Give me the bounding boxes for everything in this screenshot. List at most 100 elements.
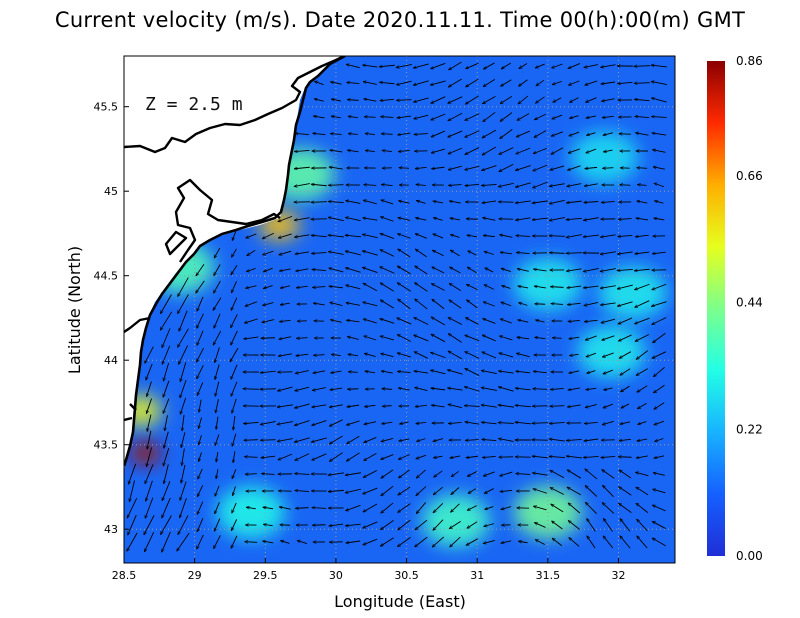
velocity-arrow	[634, 269, 650, 271]
velocity-arrow	[415, 536, 428, 547]
velocity-arrow	[295, 508, 309, 509]
velocity-arrow	[637, 402, 647, 408]
velocity-arrow	[451, 503, 460, 512]
velocity-arrow	[214, 518, 221, 532]
velocity-arrow	[363, 218, 378, 221]
velocity-arrow	[415, 234, 427, 239]
velocity-arrow	[552, 80, 562, 84]
velocity-arrow	[415, 387, 428, 391]
velocity-arrow	[214, 535, 221, 548]
velocity-arrow	[465, 422, 480, 425]
velocity-arrow	[619, 503, 632, 514]
velocity-arrow	[231, 519, 238, 530]
velocity-arrow	[603, 519, 613, 532]
velocity-arrow	[346, 504, 361, 510]
velocity-arrow	[466, 456, 478, 457]
velocity-arrow	[553, 97, 562, 102]
velocity-arrow	[294, 474, 310, 475]
velocity-arrow	[567, 404, 581, 407]
y-tick-label: 43	[104, 523, 118, 536]
velocity-arrow	[347, 404, 360, 407]
velocity-arrow	[398, 218, 411, 221]
velocity-arrow	[583, 456, 599, 457]
velocity-arrow	[600, 268, 616, 272]
velocity-arrow	[655, 438, 664, 441]
velocity-arrow	[348, 354, 359, 355]
velocity-arrow	[363, 503, 378, 512]
velocity-arrow	[182, 415, 185, 431]
velocity-arrow	[634, 83, 650, 84]
colorbar-tick-label: 0.44	[736, 296, 763, 310]
velocity-arrow	[346, 64, 360, 69]
velocity-arrow	[162, 481, 171, 500]
velocity-arrow	[145, 464, 154, 483]
velocity-arrow	[215, 485, 220, 496]
velocity-arrow	[568, 521, 581, 530]
velocity-arrow	[415, 283, 428, 292]
velocity-arrow	[415, 405, 427, 406]
velocity-arrow	[566, 234, 582, 238]
velocity-arrow	[534, 523, 546, 528]
velocity-arrow	[450, 455, 461, 458]
velocity-arrow	[398, 132, 411, 135]
velocity-arrow	[483, 235, 495, 236]
velocity-vectors	[127, 61, 667, 552]
velocity-arrow	[498, 387, 514, 392]
velocity-arrow	[604, 387, 613, 390]
velocity-arrow	[398, 486, 411, 495]
velocity-arrow	[500, 112, 513, 122]
velocity-arrow	[245, 542, 258, 543]
velocity-arrow	[313, 370, 326, 373]
velocity-arrow	[380, 250, 395, 257]
velocity-arrow	[498, 182, 514, 186]
velocity-arrow	[279, 320, 291, 321]
velocity-arrow	[328, 217, 344, 222]
velocity-arrow	[482, 352, 497, 359]
velocity-arrow	[481, 370, 497, 374]
velocity-arrow	[178, 294, 189, 313]
velocity-arrow	[449, 300, 462, 309]
velocity-arrow	[568, 503, 581, 514]
velocity-arrow	[397, 371, 411, 372]
velocity-arrow	[216, 451, 218, 462]
velocity-arrow	[346, 268, 361, 273]
velocity-arrow	[432, 167, 445, 169]
velocity-arrow	[602, 470, 615, 479]
velocity-arrow	[467, 471, 477, 477]
velocity-arrow	[519, 541, 528, 543]
velocity-arrow	[517, 337, 530, 339]
velocity-arrow	[347, 337, 359, 340]
velocity-arrow	[164, 431, 169, 449]
velocity-arrow	[448, 96, 463, 104]
velocity-arrow	[399, 469, 410, 478]
velocity-arrow	[516, 147, 531, 154]
velocity-arrow	[653, 332, 666, 342]
velocity-arrow	[379, 65, 395, 67]
velocity-arrow	[346, 540, 361, 543]
velocity-arrow	[380, 82, 395, 84]
velocity-arrow	[637, 536, 648, 549]
velocity-arrow	[380, 300, 394, 309]
velocity-arrow	[397, 283, 411, 292]
velocity-arrow	[364, 336, 377, 341]
velocity-arrow	[416, 469, 426, 478]
velocity-arrow	[515, 182, 531, 187]
velocity-arrow	[583, 285, 599, 288]
velocity-arrow	[146, 363, 153, 380]
velocity-arrow	[231, 381, 238, 397]
speed-hotspot	[570, 131, 639, 184]
velocity-arrow	[652, 538, 667, 547]
velocity-arrow	[652, 252, 666, 254]
velocity-arrow	[533, 164, 548, 171]
velocity-arrow	[181, 464, 186, 483]
velocity-arrow	[281, 541, 290, 544]
velocity-arrow	[482, 200, 497, 203]
velocity-arrow	[601, 81, 616, 84]
velocity-arrow	[448, 147, 463, 154]
velocity-arrow	[381, 485, 394, 495]
velocity-arrow	[162, 497, 171, 518]
velocity-arrow	[198, 417, 202, 428]
velocity-arrow	[381, 454, 394, 460]
velocity-arrow	[295, 403, 310, 408]
